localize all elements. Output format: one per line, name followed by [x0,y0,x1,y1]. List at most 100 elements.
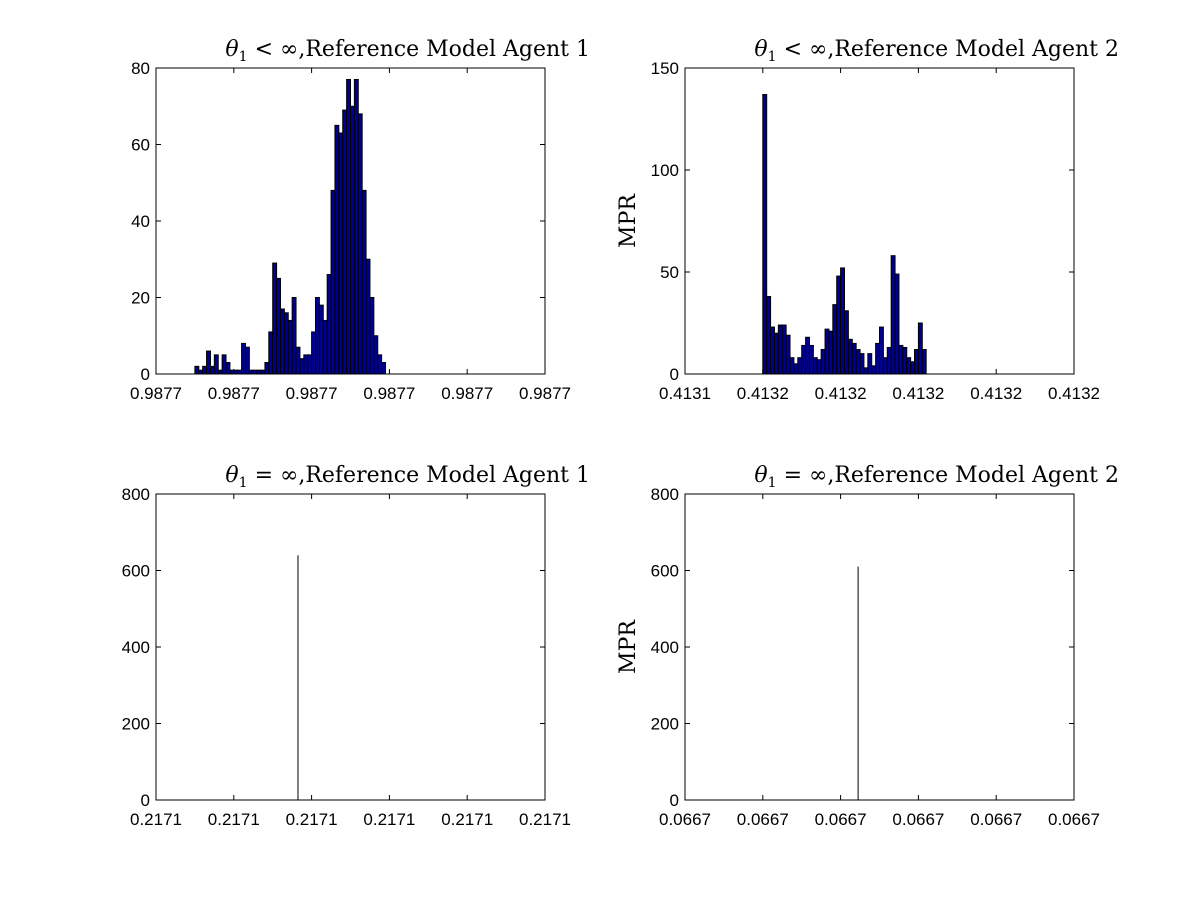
bar [828,330,834,375]
x-tick-label: 0.0667 [892,810,944,829]
bar [793,363,799,375]
bar [291,297,297,375]
bar [194,365,200,375]
chart-title: θ1 = ∞,Reference Model Agent 1 [225,463,590,491]
bar [879,326,884,375]
subplot-3: 0 200 400 600 800 0.2171 0.2171 0.2171 0.2171 0.2… [122,463,590,829]
bar [886,346,892,375]
y-tick-label: 20 [131,289,150,308]
axes-frame [684,67,1075,375]
bar [357,113,363,375]
y-tick-label: 600 [122,562,150,581]
y-tick-label: 0 [670,791,679,810]
bar [264,362,270,375]
bar [213,354,219,375]
bar [198,369,204,375]
x-tick-label: 0.4132 [737,384,789,403]
title-subscript: 1 [239,49,248,65]
title-suffix: ,Reference Model Agent 1 [298,463,590,488]
bar [237,369,243,375]
y-tick-label: 80 [131,59,150,78]
bar [766,295,772,375]
bar [871,365,877,375]
x-tick-label: 0.9877 [519,384,571,403]
bar [241,342,246,375]
title-symbol: θ [225,463,238,488]
bar [287,319,293,375]
x-tick-label: 0.9877 [208,384,260,403]
x-tick-label: 0.9877 [363,384,415,403]
x-tick-label: 0.4131 [659,384,711,403]
title-suffix: ,Reference Model Agent 1 [298,37,590,62]
bar [244,346,250,375]
bar [902,346,908,375]
bar [898,344,904,375]
bar [221,354,227,375]
x-tick-label: 0.4132 [970,384,1022,403]
bar [346,78,351,375]
x-tick-label: 0.9877 [441,384,493,403]
bar [797,357,803,375]
bar [917,322,923,375]
bar [910,361,916,375]
bar [233,369,239,375]
y-tick-label: 200 [122,715,150,734]
bar [202,365,208,375]
y-tick-label: 800 [122,485,150,504]
bar [762,94,768,375]
x-tick-label: 0.2171 [286,810,338,829]
bar [851,342,857,375]
bar [256,369,262,375]
x-tick-label: 0.9877 [286,384,338,403]
bar [781,324,787,375]
y-tick-label: 60 [131,136,150,155]
bar [847,338,853,375]
chart-title: θ1 = ∞,Reference Model Agent 2 [754,463,1119,491]
bar [921,349,927,375]
bar [855,349,861,375]
title-relation: = ∞ [248,463,299,488]
x-tick-label: 0.2171 [441,810,493,829]
y-tick-label: 0 [141,365,150,384]
subplot-2: 0 50 100 150 0.4131 0.4132 0.4132 0.4132 0.4132 0… [616,37,1119,403]
title-symbol: θ [754,463,767,488]
y-tick-label: 40 [131,212,150,231]
bar [350,105,355,375]
bar [334,124,340,375]
y-tick-label: 600 [651,562,679,581]
bar [206,350,211,375]
y-tick-label: 400 [122,638,150,657]
y-axis-label: MPR [616,619,641,674]
title-subscript: 1 [239,475,248,491]
title-subscript: 1 [768,475,777,491]
bar [863,367,869,375]
x-tick-label: 0.0667 [659,810,711,829]
bar [770,326,775,375]
bar [209,365,215,375]
bar [906,357,912,375]
bar [816,359,822,375]
bar [295,346,301,375]
bar [914,349,919,375]
title-suffix: ,Reference Model Agent 2 [827,37,1119,62]
x-tick-label: 0.4132 [1048,384,1100,403]
y-tick-label: 150 [651,59,679,78]
chart-title: θ1 < ∞,Reference Model Agent 1 [225,37,590,65]
x-tick-label: 0.2171 [363,810,415,829]
x-tick-label: 0.0667 [737,810,789,829]
x-tick-label: 0.0667 [1048,810,1100,829]
bar [785,334,791,375]
bar [875,342,880,375]
title-relation: = ∞ [777,463,828,488]
y-tick-label: 400 [651,638,679,657]
bar [801,344,807,375]
y-axis-label: MPR [616,193,641,248]
bar [283,312,289,375]
bar [307,354,313,375]
bar [832,304,838,375]
title-symbol: θ [225,37,238,62]
bar [303,354,309,375]
axes-frame [684,493,1075,801]
bar [859,353,865,375]
